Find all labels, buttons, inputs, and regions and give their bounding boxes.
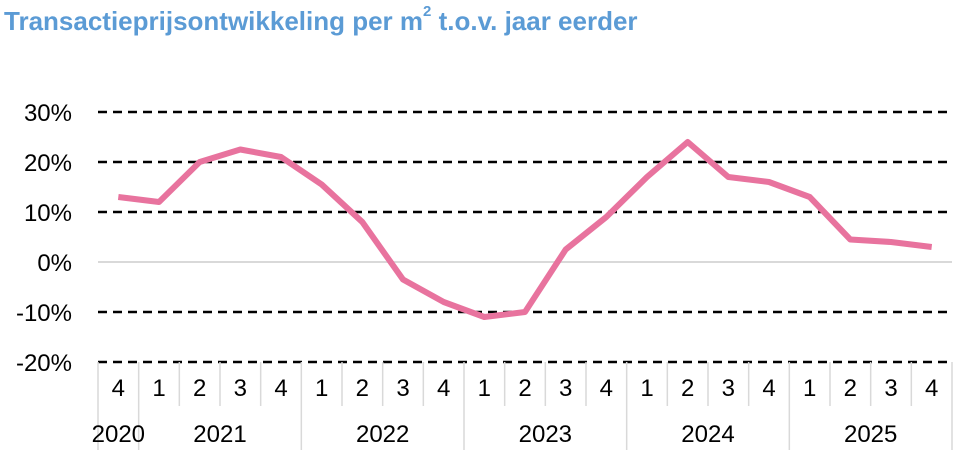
x-tick-label-year: 2024 (681, 421, 734, 448)
chart-title: Transactieprijsontwikkeling per m2 t.o.v… (4, 3, 638, 36)
x-tick-label-quarter: 4 (762, 375, 775, 402)
x-tick-label-quarter: 4 (437, 375, 450, 402)
y-tick-label: -20% (16, 350, 72, 377)
x-tick-label-year: 2021 (193, 421, 246, 448)
x-tick-label-quarter: 4 (925, 375, 938, 402)
y-tick-label: 20% (24, 150, 72, 177)
y-tick-label: 0% (37, 250, 72, 277)
x-tick-label-quarter: 2 (356, 375, 369, 402)
x-tick-label-quarter: 2 (193, 375, 206, 402)
x-tick-label-quarter: 3 (884, 375, 897, 402)
x-tick-label-quarter: 3 (722, 375, 735, 402)
x-tick-label-quarter: 2 (518, 375, 531, 402)
x-tick-label-quarter: 4 (274, 375, 287, 402)
x-tick-label-year: 2023 (519, 421, 572, 448)
x-tick-label-year: 2022 (356, 421, 409, 448)
x-tick-label-quarter: 1 (803, 375, 816, 402)
x-tick-label-quarter: 2 (681, 375, 694, 402)
x-tick-label-quarter: 1 (315, 375, 328, 402)
y-tick-label: -10% (16, 300, 72, 327)
x-tick-label-quarter: 3 (396, 375, 409, 402)
x-tick-label-year: 2025 (844, 421, 897, 448)
x-tick-label-quarter: 4 (112, 375, 125, 402)
x-tick-label-quarter: 1 (640, 375, 653, 402)
series-line (117, 139, 933, 320)
y-tick-label: 10% (24, 200, 72, 227)
x-tick-label-quarter: 1 (478, 375, 491, 402)
x-tick-label-quarter: 1 (152, 375, 165, 402)
x-tick-label-year: 2020 (92, 421, 145, 448)
x-tick-label-quarter: 3 (559, 375, 572, 402)
y-tick-label: 30% (24, 100, 72, 127)
x-tick-label-quarter: 3 (234, 375, 247, 402)
x-tick-label-quarter: 4 (600, 375, 613, 402)
x-tick-label-quarter: 2 (844, 375, 857, 402)
